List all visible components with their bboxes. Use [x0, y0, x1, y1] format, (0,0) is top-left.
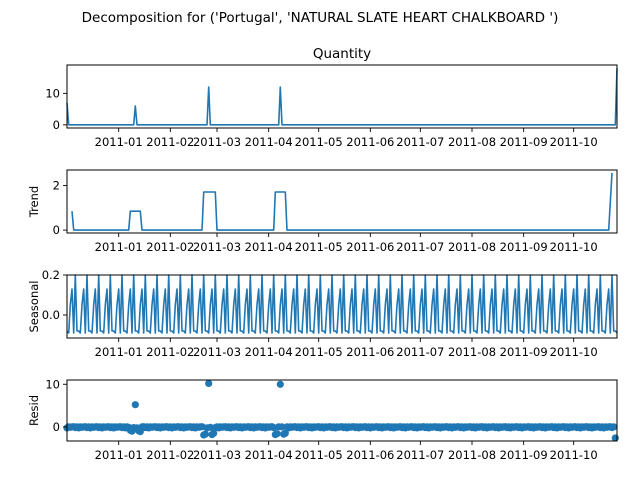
resid-xtick-label: 2011-06 [346, 448, 394, 462]
seasonal-axes-frame [66, 274, 618, 339]
resid-point [210, 429, 218, 437]
observed-xtick-label: 2011-08 [448, 135, 496, 149]
observed-xtick-label: 2011-02 [146, 135, 194, 149]
figure-title: Decomposition for ('Portugal', 'NATURAL … [82, 10, 559, 26]
trend-xtick-label: 2011-07 [396, 240, 444, 254]
resid-point [281, 429, 289, 437]
resid-ytick-label: 0 [53, 420, 60, 434]
seasonal-series-line [66, 274, 618, 334]
trend-xtick-label: 2011-10 [550, 240, 598, 254]
seasonal-xtick-label: 2011-07 [396, 345, 444, 359]
seasonal-ytick-label: 0.0 [42, 308, 60, 322]
observed-series-line [66, 68, 618, 126]
seasonal-xtick-label: 2011-02 [146, 345, 194, 359]
seasonal-xtick-label: 2011-10 [550, 345, 598, 359]
seasonal-xtick-label: 2011-03 [193, 345, 241, 359]
trend-ytick-label: 0 [53, 223, 60, 237]
observed-title: Quantity [313, 46, 371, 62]
resid-point [205, 379, 213, 387]
observed-ytick-label: 10 [45, 86, 60, 100]
observed-axes-frame [66, 64, 618, 129]
seasonal-ytick-label: 0.2 [42, 268, 60, 282]
observed-xtick-label: 2011-10 [550, 135, 598, 149]
trend-series-line [71, 172, 613, 231]
resid-xtick-label: 2011-05 [295, 448, 343, 462]
observed-xtick-label: 2011-06 [346, 135, 394, 149]
resid-xtick-label: 2011-09 [500, 448, 548, 462]
trend-ylabel: Trend [27, 186, 41, 218]
trend-xtick-label: 2011-08 [448, 240, 496, 254]
observed-xtick-label: 2011-03 [193, 135, 241, 149]
seasonal-xtick-label: 2011-04 [245, 345, 293, 359]
trend-ytick-label: 2 [53, 179, 60, 193]
resid-point [131, 401, 139, 409]
seasonal-xtick-label: 2011-09 [500, 345, 548, 359]
seasonal-xtick-label: 2011-01 [95, 345, 143, 359]
trend-xtick-label: 2011-04 [245, 240, 293, 254]
observed-ytick-label: 0 [53, 118, 60, 132]
resid-ytick-label: 10 [45, 377, 60, 391]
seasonal-ylabel: Seasonal [27, 281, 41, 333]
resid-point [273, 430, 281, 438]
trend-xtick-label: 2011-05 [295, 240, 343, 254]
resid-xtick-label: 2011-10 [550, 448, 598, 462]
resid-ylabel: Resid [27, 395, 41, 426]
resid-xtick-label: 2011-08 [448, 448, 496, 462]
resid-xtick-label: 2011-03 [193, 448, 241, 462]
resid-point [276, 380, 284, 388]
trend-xtick-label: 2011-02 [146, 240, 194, 254]
trend-axes-frame [66, 169, 618, 234]
resid-xtick-label: 2011-04 [245, 448, 293, 462]
observed-xtick-label: 2011-07 [396, 135, 444, 149]
seasonal-xtick-label: 2011-05 [295, 345, 343, 359]
resid-point [610, 423, 618, 431]
trend-xtick-label: 2011-09 [500, 240, 548, 254]
seasonal-xtick-label: 2011-06 [346, 345, 394, 359]
observed-xtick-label: 2011-01 [95, 135, 143, 149]
resid-xtick-label: 2011-01 [95, 448, 143, 462]
trend-xtick-label: 2011-03 [193, 240, 241, 254]
observed-xtick-label: 2011-04 [245, 135, 293, 149]
resid-xtick-label: 2011-02 [146, 448, 194, 462]
resid-xtick-label: 2011-07 [396, 448, 444, 462]
trend-xtick-label: 2011-01 [95, 240, 143, 254]
resid-point [201, 430, 209, 438]
resid-point [278, 423, 286, 431]
observed-xtick-label: 2011-09 [500, 135, 548, 149]
trend-xtick-label: 2011-06 [346, 240, 394, 254]
observed-xtick-label: 2011-05 [295, 135, 343, 149]
seasonal-xtick-label: 2011-08 [448, 345, 496, 359]
resid-axes-frame [66, 379, 618, 442]
